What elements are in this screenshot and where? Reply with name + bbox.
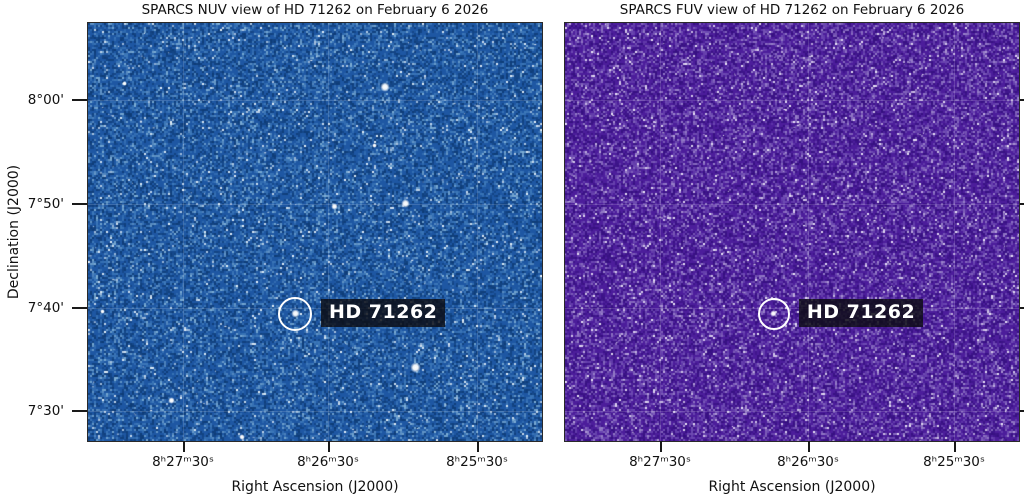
dec-grid-line [88,99,542,101]
nuv-stars-layer [88,23,542,441]
dec-tick-mark [72,99,88,101]
fuv-noise-canvas [565,23,1019,441]
star-point [238,433,245,440]
star-point [379,81,390,92]
dec-tick-label: 8°00' [27,92,64,108]
dec-tick-mark [72,307,88,309]
hd71262-target-label: HD 71262 [798,298,924,327]
dec-grid-line [88,203,542,205]
ra-axis-label-fuv: Right Ascension (J2000) [708,479,876,495]
ra-grid-line [954,23,956,441]
ra-tick-label: 8ʰ26ᵐ30ˢ [777,454,839,470]
hd71262-target-label: HD 71262 [321,298,446,327]
hd71262-target-circle [278,296,313,331]
star-point [331,203,339,211]
nuv-image-panel: HD 71262 [87,22,543,442]
hd71262-target-circle [757,297,790,330]
dec-grid-line [565,410,1019,412]
ra-tick-label: 8ʰ25ᵐ30ˢ [446,454,508,470]
dec-grid-line [565,203,1019,205]
ra-grid-line [807,23,809,441]
dec-tick-label: 7°40' [27,300,64,316]
star-point [372,143,378,149]
ra-tick-mark [808,441,810,452]
dec-tick-mark [72,203,88,205]
ra-tick-mark [183,441,185,452]
nuv-noise-canvas [88,23,542,441]
dec-tick-mark [1019,203,1024,205]
ra-tick-label: 8ʰ26ᵐ30ˢ [297,454,359,470]
ra-tick-mark [660,441,662,452]
dec-tick-mark [1019,99,1024,101]
dec-tick-mark [1019,410,1024,412]
fuv-panel-title: SPARCS FUV view of HD 71262 on February … [619,2,965,18]
ra-tick-label: 8ʰ27ᵐ30ˢ [629,454,691,470]
star-point [168,396,176,404]
dec-grid-line [565,308,1019,310]
ra-grid-line [328,23,330,441]
fuv-image-panel: HD 71262 [564,22,1020,442]
ra-grid-line [477,23,479,441]
ra-tick-mark [954,441,956,452]
ra-axis-label-nuv: Right Ascension (J2000) [231,479,399,495]
ra-tick-mark [477,441,479,452]
star-point [401,199,411,209]
dec-grid-line [565,99,1019,101]
star-point [122,80,128,86]
ra-grid-line [182,23,184,441]
dec-tick-mark [1019,307,1024,309]
nuv-panel-title: SPARCS NUV view of HD 71262 on February … [141,2,489,18]
dec-grid-line [88,308,542,310]
dec-tick-label: 7°50' [27,196,64,212]
ra-tick-mark [328,441,330,452]
ra-tick-label: 8ʰ27ᵐ30ˢ [152,454,214,470]
star-point [410,361,422,373]
star-point [100,309,106,315]
fuv-stars-layer [565,23,1019,441]
ra-tick-label: 8ʰ25ᵐ30ˢ [923,454,985,470]
dec-grid-line [88,410,542,412]
dec-tick-mark [72,410,88,412]
ra-grid-line [659,23,661,441]
dec-tick-label: 7°30' [27,403,64,419]
